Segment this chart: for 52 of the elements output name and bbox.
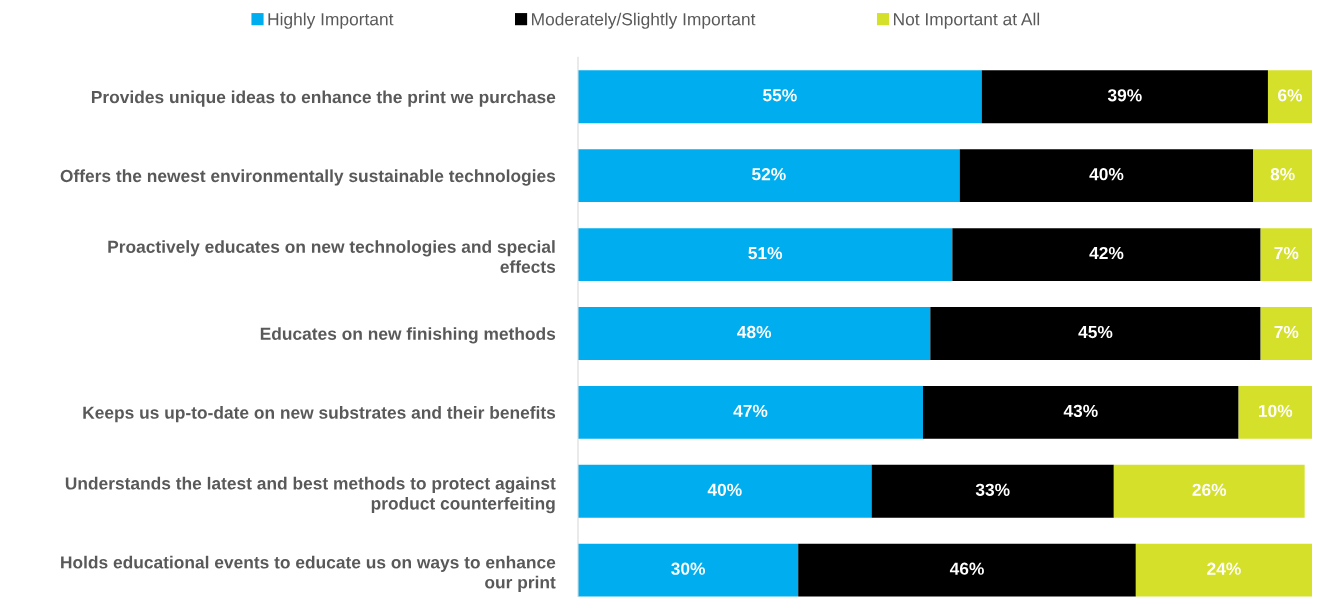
data-label: 42% (1089, 246, 1124, 260)
legend-label: Not Important at All (894, 12, 1040, 29)
data-label: 10% (1259, 404, 1293, 418)
data-label: 7% (1274, 325, 1299, 339)
data-label: 45% (1078, 325, 1113, 339)
bar (981, 70, 1268, 124)
bar (578, 385, 923, 439)
bar (930, 307, 1261, 360)
data-label: 52% (752, 168, 786, 181)
data-label: 48% (737, 325, 772, 339)
data-label: 33% (975, 483, 1010, 496)
bar (959, 149, 1254, 203)
data-label: 55% (763, 89, 797, 102)
legend-label: Moderately/Slightly Important (532, 12, 756, 29)
data-label: 26% (1192, 483, 1227, 496)
y-tick-label: Proactively educates on new technologies and special effects (108, 240, 556, 273)
bar (1238, 385, 1312, 439)
bar (1260, 228, 1312, 281)
y-tick-label: Provides unique ideas to enhance the print we purchase (91, 90, 556, 107)
data-label: 7% (1274, 246, 1299, 260)
bar (798, 543, 1136, 597)
bar (578, 464, 872, 518)
data-label: 47% (733, 404, 768, 417)
y-tick-label: Keeps us up-to-date on new substrates and their benefits (83, 406, 556, 423)
bar (578, 149, 960, 203)
bar (952, 228, 1261, 281)
bar (1113, 464, 1305, 518)
bar (871, 464, 1114, 518)
bar (578, 228, 953, 281)
bar (1253, 149, 1312, 203)
data-label: 46% (949, 562, 984, 575)
bar (1135, 543, 1312, 597)
bar (1260, 307, 1312, 360)
bar (578, 543, 799, 597)
data-label: 8% (1270, 168, 1295, 181)
data-label: 40% (707, 483, 742, 496)
y-tick-label: Offers the newest environmentally sustainable technologies (60, 169, 556, 186)
data-label: 24% (1207, 562, 1241, 575)
bar (578, 70, 982, 124)
data-label: 30% (671, 562, 706, 575)
y-tick-label: Holds educational events to educate us on ways to enhance our print (61, 555, 556, 592)
data-label: 40% (1089, 168, 1124, 181)
bar (922, 385, 1239, 439)
y-tick-label: Understands the latest and best methods to protect against product counterfeiting (65, 476, 556, 514)
legend-label: Highly Important (268, 12, 394, 29)
data-label: 51% (748, 246, 783, 260)
bar (1267, 70, 1312, 124)
y-tick-label: Educates on new finishing methods (260, 327, 556, 344)
data-label: 39% (1107, 89, 1142, 102)
data-label: 43% (1063, 404, 1098, 418)
data-label: 6% (1278, 89, 1303, 102)
bar (578, 307, 931, 360)
